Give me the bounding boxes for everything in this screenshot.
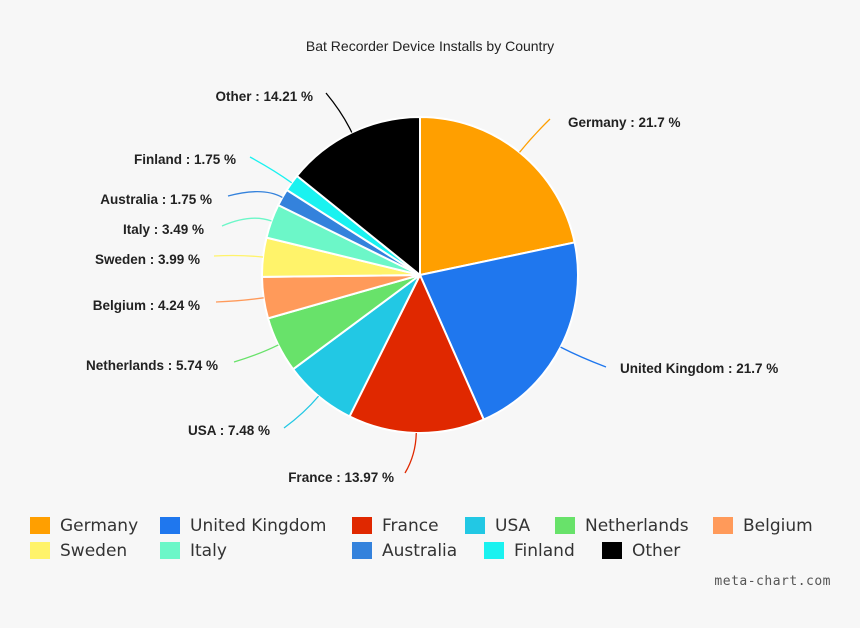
slice-label: Belgium : 4.24 % bbox=[93, 298, 200, 313]
pie-slice-united-kingdom[interactable] bbox=[418, 241, 579, 421]
legend-label: France bbox=[382, 515, 439, 536]
pie-slice-france[interactable] bbox=[348, 272, 486, 434]
leader-line bbox=[404, 432, 417, 474]
leader-line bbox=[560, 346, 607, 368]
slice-label: France : 13.97 % bbox=[288, 470, 394, 485]
legend-item-usa[interactable]: USA bbox=[465, 516, 555, 536]
legend-swatch bbox=[555, 517, 575, 534]
legend-swatch bbox=[160, 517, 180, 534]
legend-label: Other bbox=[632, 540, 681, 561]
legend-item-france[interactable]: France bbox=[352, 516, 465, 536]
legend-item-sweden[interactable]: Sweden bbox=[30, 541, 160, 561]
slice-label: Other : 14.21 % bbox=[215, 89, 313, 104]
legend-item-italy[interactable]: Italy bbox=[160, 541, 352, 561]
chart-title: Bat Recorder Device Installs by Country bbox=[305, 38, 555, 54]
legend-item-other[interactable]: Other bbox=[602, 541, 692, 561]
legend-label: Sweden bbox=[60, 540, 128, 561]
slice-label: Netherlands : 5.74 % bbox=[86, 358, 218, 373]
legend-item-netherlands[interactable]: Netherlands bbox=[555, 516, 713, 536]
leader-line bbox=[221, 217, 272, 227]
legend-swatch bbox=[30, 542, 50, 559]
legend-item-united-kingdom[interactable]: United Kingdom bbox=[160, 516, 352, 536]
legend-swatch bbox=[713, 517, 733, 534]
legend-label: Finland bbox=[514, 540, 575, 561]
legend-swatch bbox=[484, 542, 504, 559]
leader-line bbox=[249, 156, 293, 184]
legend-swatch bbox=[352, 517, 372, 534]
legend-item-australia[interactable]: Australia bbox=[352, 541, 484, 561]
legend-label: Belgium bbox=[743, 515, 813, 536]
slice-label: United Kingdom : 21.7 % bbox=[620, 361, 778, 376]
legend-label: Netherlands bbox=[585, 515, 689, 536]
legend-label: USA bbox=[495, 515, 531, 536]
legend-item-belgium[interactable]: Belgium bbox=[713, 516, 813, 536]
slice-label: USA : 7.48 % bbox=[188, 423, 270, 438]
legend-swatch bbox=[30, 517, 50, 534]
legend-row: Sweden Italy Australia Finland Other bbox=[30, 538, 840, 563]
legend-label: Australia bbox=[382, 540, 458, 561]
slice-label: Italy : 3.49 % bbox=[123, 222, 204, 237]
slice-label: Sweden : 3.99 % bbox=[95, 252, 200, 267]
leader-line bbox=[283, 395, 320, 429]
leader-line bbox=[325, 92, 353, 133]
legend-swatch bbox=[465, 517, 485, 534]
leader-line bbox=[213, 254, 264, 258]
credit-text[interactable]: meta-chart.com bbox=[714, 574, 831, 589]
slice-label: Germany : 21.7 % bbox=[568, 115, 681, 130]
legend-item-finland[interactable]: Finland bbox=[484, 541, 602, 561]
slice-label: Australia : 1.75 % bbox=[100, 192, 212, 207]
leader-line bbox=[233, 344, 279, 363]
leader-line bbox=[227, 191, 283, 198]
legend-swatch bbox=[160, 542, 180, 559]
leader-line bbox=[519, 118, 551, 153]
slice-label: Finland : 1.75 % bbox=[134, 152, 236, 167]
legend-label: Germany bbox=[60, 515, 139, 536]
legend-label: United Kingdom bbox=[190, 515, 327, 536]
legend-swatch bbox=[352, 542, 372, 559]
legend-row: Germany United Kingdom France USA Netherland… bbox=[30, 513, 840, 538]
leader-line bbox=[215, 297, 264, 303]
legend-item-germany[interactable]: Germany bbox=[30, 516, 160, 536]
legend: Germany United Kingdom France USA Netherland… bbox=[30, 513, 840, 563]
legend-label: Italy bbox=[190, 540, 227, 561]
legend-swatch bbox=[602, 542, 622, 559]
pie-slice-germany[interactable] bbox=[419, 115, 576, 277]
